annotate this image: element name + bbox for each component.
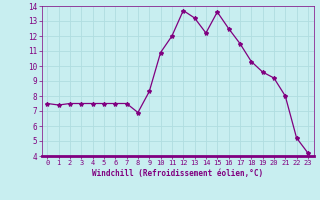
- X-axis label: Windchill (Refroidissement éolien,°C): Windchill (Refroidissement éolien,°C): [92, 169, 263, 178]
